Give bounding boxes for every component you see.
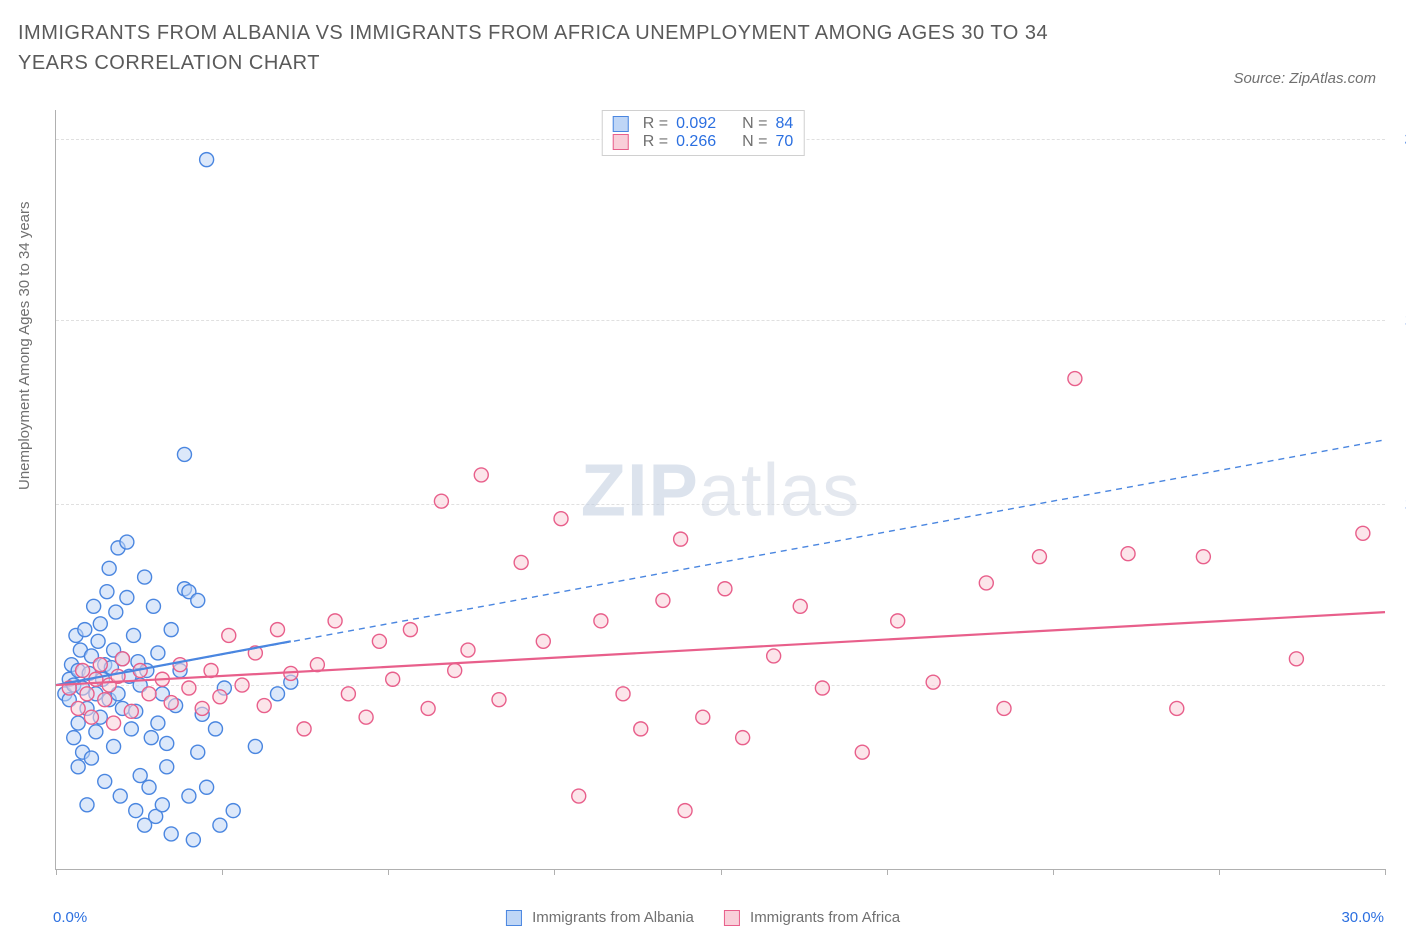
y-tick-label: 25.0% xyxy=(1392,131,1406,148)
stat-r-value-africa: 0.266 xyxy=(676,133,716,151)
legend-label-albania: Immigrants from Albania xyxy=(532,909,694,926)
legend-item-africa: Immigrants from Africa xyxy=(724,909,900,926)
stat-row-africa: R = 0.266 N = 70 xyxy=(613,133,794,151)
stat-r-label: R = xyxy=(643,133,668,151)
y-axis-title: Unemployment Among Ages 30 to 34 years xyxy=(16,201,33,490)
trend-lines-layer xyxy=(56,110,1385,869)
bottom-legend: Immigrants from Albania Immigrants from … xyxy=(506,909,900,926)
swatch-pink-icon xyxy=(724,910,740,926)
x-tick xyxy=(222,869,223,875)
stat-n-label: N = xyxy=(742,115,767,133)
stat-n-value-africa: 70 xyxy=(775,133,793,151)
stat-n-value-albania: 84 xyxy=(775,115,793,133)
legend-label-africa: Immigrants from Africa xyxy=(750,909,900,926)
stat-row-albania: R = 0.092 N = 84 xyxy=(613,115,794,133)
stat-r-value-albania: 0.092 xyxy=(676,115,716,133)
x-tick xyxy=(1053,869,1054,875)
stat-n-label: N = xyxy=(742,133,767,151)
x-tick xyxy=(1385,869,1386,875)
stat-r-label: R = xyxy=(643,115,668,133)
x-tick xyxy=(388,869,389,875)
x-axis-max-label: 30.0% xyxy=(1341,909,1384,926)
x-tick xyxy=(554,869,555,875)
x-tick xyxy=(1219,869,1220,875)
swatch-pink-icon xyxy=(613,134,629,150)
chart-title: IMMIGRANTS FROM ALBANIA VS IMMIGRANTS FR… xyxy=(18,18,1118,78)
x-tick xyxy=(887,869,888,875)
legend-item-albania: Immigrants from Albania xyxy=(506,909,694,926)
source-attribution: Source: ZipAtlas.com xyxy=(1233,70,1376,87)
chart-container: IMMIGRANTS FROM ALBANIA VS IMMIGRANTS FR… xyxy=(0,0,1406,930)
y-tick-label: 12.5% xyxy=(1392,496,1406,513)
plot-area: ZIPatlas 6.3%12.5%18.8%25.0% xyxy=(55,110,1385,870)
x-tick xyxy=(721,869,722,875)
swatch-blue-icon xyxy=(613,116,629,132)
swatch-blue-icon xyxy=(506,910,522,926)
y-tick-label: 18.8% xyxy=(1392,312,1406,329)
x-tick xyxy=(56,869,57,875)
x-axis-min-label: 0.0% xyxy=(53,909,87,926)
correlation-stats-box: R = 0.092 N = 84 R = 0.266 N = 70 xyxy=(602,110,805,156)
y-tick-label: 6.3% xyxy=(1392,677,1406,694)
